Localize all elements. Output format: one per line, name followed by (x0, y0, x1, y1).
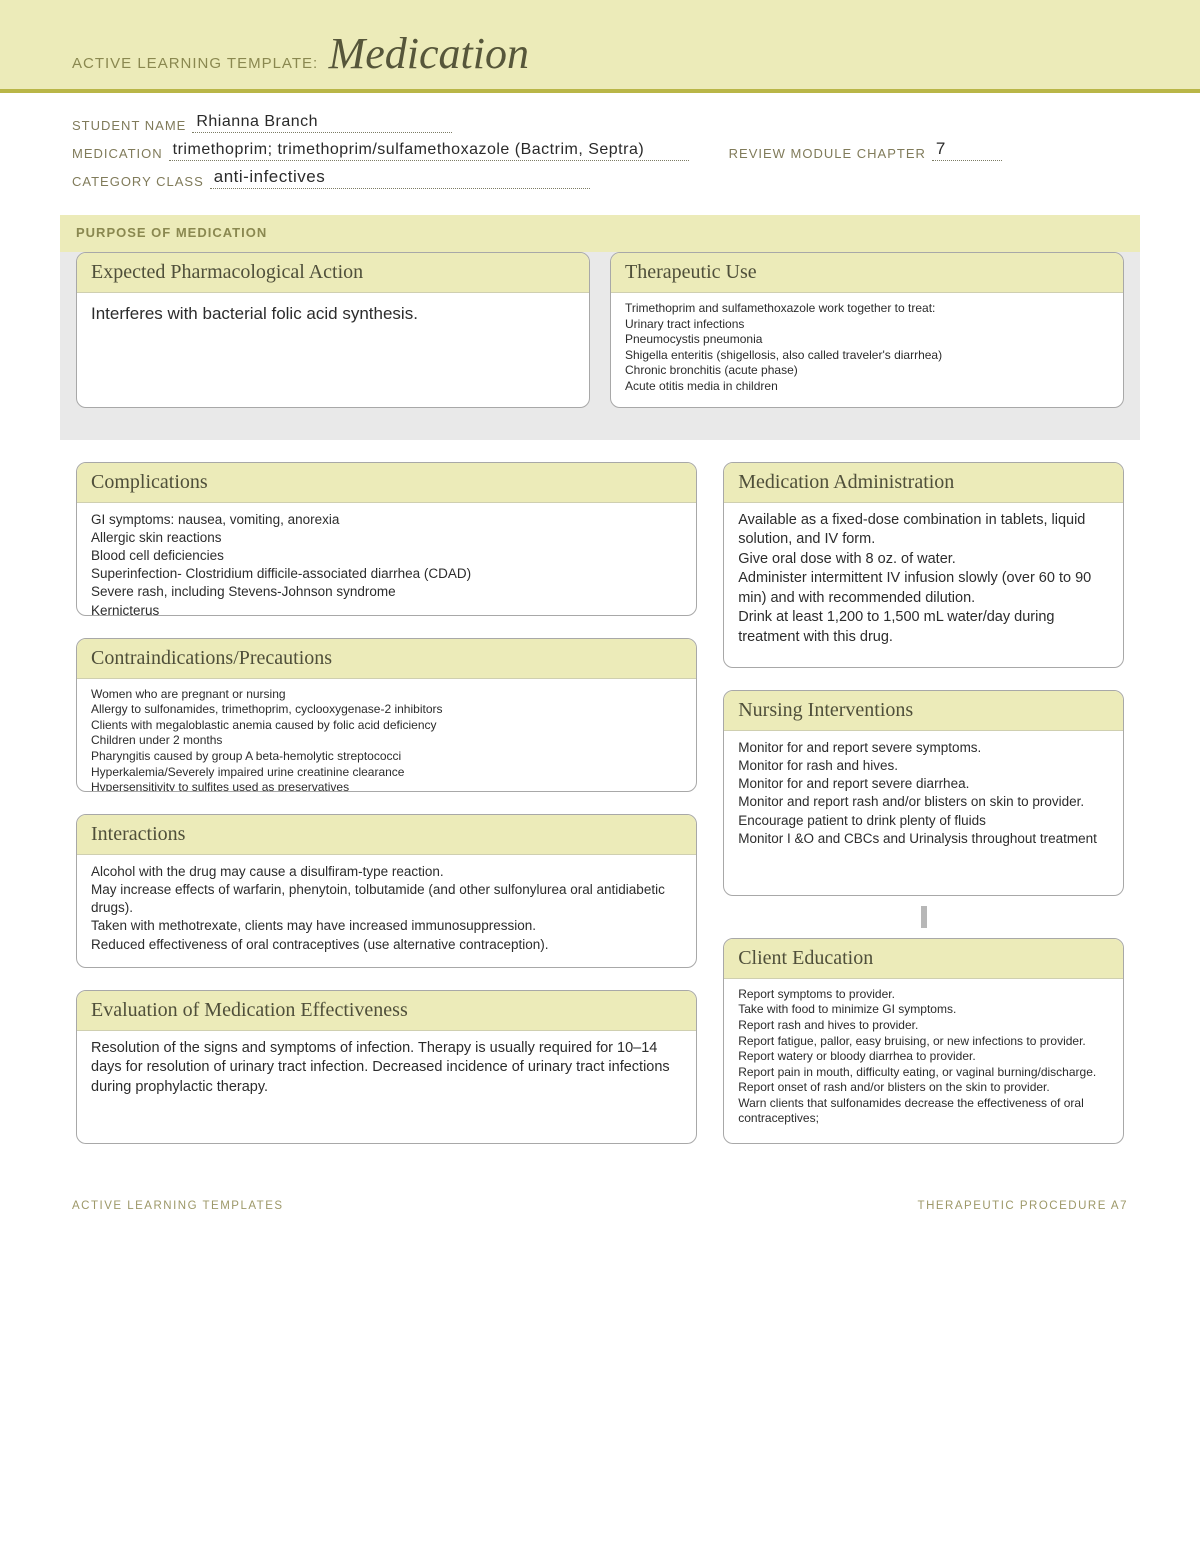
complications-card: Complications GI symptoms: nausea, vomit… (76, 462, 697, 616)
therapeutic-use-body: Trimethoprim and sulfamethoxazole work t… (611, 293, 1123, 407)
student-name-value: Rhianna Branch (192, 113, 452, 133)
right-column: Medication Administration Available as a… (723, 462, 1124, 1144)
interactions-body: Alcohol with the drug may cause a disulf… (77, 855, 696, 966)
left-column: Complications GI symptoms: nausea, vomit… (76, 462, 697, 1144)
contraindications-title: Contraindications/Precautions (77, 639, 696, 679)
category-class-value: anti-infectives (210, 167, 590, 189)
review-chapter-label: REVIEW MODULE CHAPTER (729, 146, 926, 161)
nursing-card: Nursing Interventions Monitor for and re… (723, 690, 1124, 896)
student-name-label: STUDENT NAME (72, 118, 186, 133)
evaluation-card: Evaluation of Medication Effectiveness R… (76, 990, 697, 1144)
review-chapter-value: 7 (932, 139, 1002, 161)
interactions-card: Interactions Alcohol with the drug may c… (76, 814, 697, 968)
contraindications-body: Women who are pregnant or nursing Allerg… (77, 679, 696, 792)
purpose-gray-wrap: Expected Pharmacological Action Interfer… (60, 252, 1140, 440)
footer-right: THERAPEUTIC PROCEDURE A7 (918, 1200, 1128, 1212)
connector-line (921, 906, 927, 928)
expected-action-body: Interferes with bacterial folic acid syn… (77, 293, 589, 366)
footer-left: ACTIVE LEARNING TEMPLATES (72, 1200, 284, 1212)
education-body: Report symptoms to provider. Take with f… (724, 979, 1123, 1139)
education-card: Client Education Report symptoms to prov… (723, 938, 1124, 1144)
nursing-body: Monitor for and report severe symptoms. … (724, 731, 1123, 860)
contraindications-card: Contraindications/Precautions Women who … (76, 638, 697, 792)
interactions-title: Interactions (77, 815, 696, 855)
administration-title: Medication Administration (724, 463, 1123, 503)
purpose-heading: PURPOSE OF MEDICATION (76, 225, 1124, 240)
footer: ACTIVE LEARNING TEMPLATES THERAPEUTIC PR… (0, 1154, 1200, 1228)
medication-label: MEDICATION (72, 146, 163, 161)
purpose-section: PURPOSE OF MEDICATION (60, 215, 1140, 252)
header-band: ACTIVE LEARNING TEMPLATE: Medication (0, 0, 1200, 93)
expected-action-title: Expected Pharmacological Action (77, 253, 589, 293)
complications-body: GI symptoms: nausea, vomiting, anorexia … (77, 503, 696, 616)
evaluation-body: Resolution of the signs and symptoms of … (77, 1031, 696, 1110)
meta-block: STUDENT NAME Rhianna Branch MEDICATION t… (0, 93, 1200, 205)
therapeutic-use-title: Therapeutic Use (611, 253, 1123, 293)
template-title: Medication (329, 29, 529, 78)
administration-card: Medication Administration Available as a… (723, 462, 1124, 668)
complications-title: Complications (77, 463, 696, 503)
therapeutic-use-card: Therapeutic Use Trimethoprim and sulfame… (610, 252, 1124, 408)
medication-value: trimethoprim; trimethoprim/sulfamethoxaz… (169, 141, 689, 161)
evaluation-title: Evaluation of Medication Effectiveness (77, 991, 696, 1031)
administration-body: Available as a fixed-dose combination in… (724, 503, 1123, 660)
expected-action-card: Expected Pharmacological Action Interfer… (76, 252, 590, 408)
category-class-label: CATEGORY CLASS (72, 174, 204, 189)
nursing-title: Nursing Interventions (724, 691, 1123, 731)
template-prefix: ACTIVE LEARNING TEMPLATE: (72, 55, 318, 72)
education-title: Client Education (724, 939, 1123, 979)
main-grid: Complications GI symptoms: nausea, vomit… (0, 440, 1200, 1154)
